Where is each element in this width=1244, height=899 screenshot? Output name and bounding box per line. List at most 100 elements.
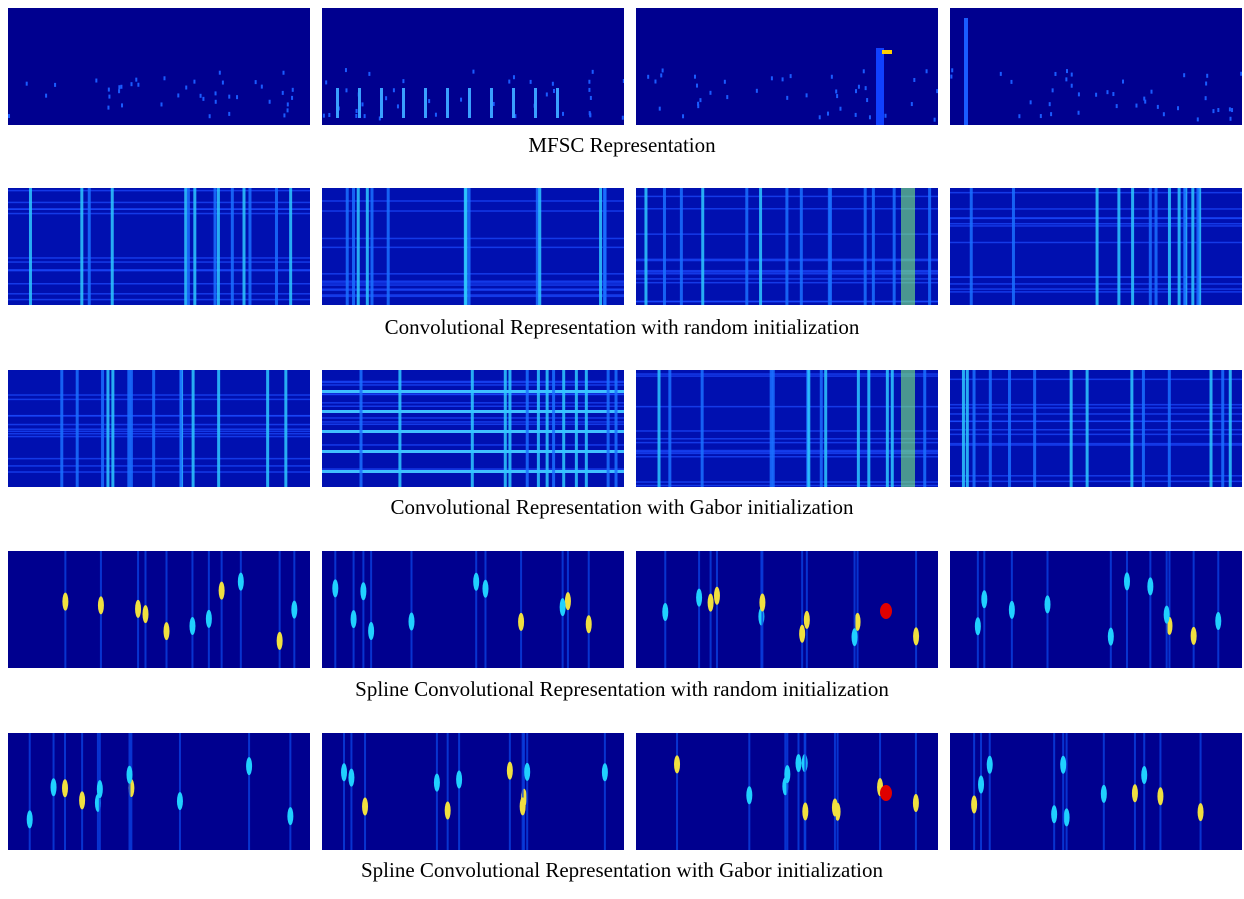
blob [662, 603, 668, 621]
stripe [537, 370, 540, 487]
speckle [546, 92, 548, 96]
stripe [484, 551, 486, 668]
band [8, 208, 310, 210]
speckle [660, 73, 662, 77]
speckle [622, 116, 624, 120]
speckle [356, 109, 358, 113]
blob [482, 580, 488, 598]
spectrogram-panel [322, 370, 624, 487]
speckle [283, 113, 285, 117]
spectrogram-panel [950, 8, 1242, 125]
speckle [552, 82, 554, 86]
band [8, 428, 310, 430]
panel-background [8, 551, 310, 668]
blob [277, 632, 283, 650]
speckle [1212, 109, 1214, 113]
speckle [1151, 90, 1153, 94]
stripe [106, 370, 109, 487]
stripe [522, 733, 524, 850]
stripe [983, 551, 985, 668]
panel-background [636, 8, 938, 125]
stripe [977, 551, 979, 668]
blob [518, 613, 524, 631]
stripe [804, 733, 806, 850]
row-caption: MFSC Representation [0, 133, 1244, 158]
speckle [863, 69, 865, 73]
band [950, 444, 1242, 446]
band [8, 471, 310, 473]
stripe [644, 188, 647, 305]
blob [164, 622, 170, 640]
panel-background [950, 551, 1242, 668]
speckle [1054, 72, 1056, 76]
stripe [370, 188, 373, 305]
stripe [901, 188, 915, 305]
speckle [508, 80, 510, 84]
stripe [1217, 551, 1219, 668]
speckle [215, 100, 217, 104]
blob [565, 592, 571, 610]
speckle [118, 85, 120, 89]
stripe [350, 733, 352, 850]
stripe [575, 370, 578, 487]
stripe [1183, 188, 1186, 305]
stripe [857, 370, 860, 487]
speckle [1229, 107, 1231, 111]
stripe [556, 88, 559, 118]
stripe [1168, 188, 1171, 305]
spectrogram-panel [8, 733, 310, 850]
stripe [658, 370, 661, 487]
band [8, 202, 310, 204]
stripe [668, 370, 671, 487]
stripe [901, 370, 915, 487]
speckle [460, 98, 462, 102]
speckle [926, 69, 928, 73]
stripe [786, 733, 788, 850]
blob [142, 605, 148, 623]
stripe [187, 188, 190, 305]
stripe [923, 370, 926, 487]
stripe [876, 48, 884, 125]
speckle [202, 97, 204, 101]
stripe [360, 370, 363, 487]
stripe [231, 188, 234, 305]
band [8, 433, 310, 435]
stripe [1191, 188, 1194, 305]
blob [1198, 803, 1204, 821]
stripe [80, 188, 83, 305]
stripe [29, 188, 32, 305]
stripe [701, 188, 704, 305]
stripe [129, 733, 131, 850]
stripe [745, 188, 748, 305]
stripe [353, 551, 355, 668]
stripe [973, 733, 975, 850]
band [950, 429, 1242, 431]
stripe [217, 370, 220, 487]
stripe [1070, 370, 1073, 487]
speckle [590, 96, 592, 100]
stripe [1062, 733, 1064, 850]
stripe [191, 551, 193, 668]
speckle [1135, 104, 1137, 108]
blob [291, 601, 297, 619]
stripe [402, 88, 405, 118]
stripe [970, 188, 973, 305]
blob [408, 613, 414, 631]
spectrogram-panel [322, 733, 624, 850]
stripe [526, 370, 529, 487]
band [950, 404, 1242, 406]
band [950, 434, 1242, 436]
speckle [885, 114, 887, 118]
stripe [221, 551, 223, 668]
stripe [1143, 733, 1145, 850]
row-caption: Spline Convolutional Representation with… [0, 858, 1244, 883]
speckle [108, 88, 110, 92]
blob [507, 762, 513, 780]
stripe [716, 551, 718, 668]
speckle [185, 86, 187, 90]
stripe [546, 370, 549, 487]
spectrogram-panel [950, 551, 1242, 668]
speckle [1071, 84, 1073, 88]
stripe [552, 370, 555, 487]
speckle [865, 86, 867, 90]
